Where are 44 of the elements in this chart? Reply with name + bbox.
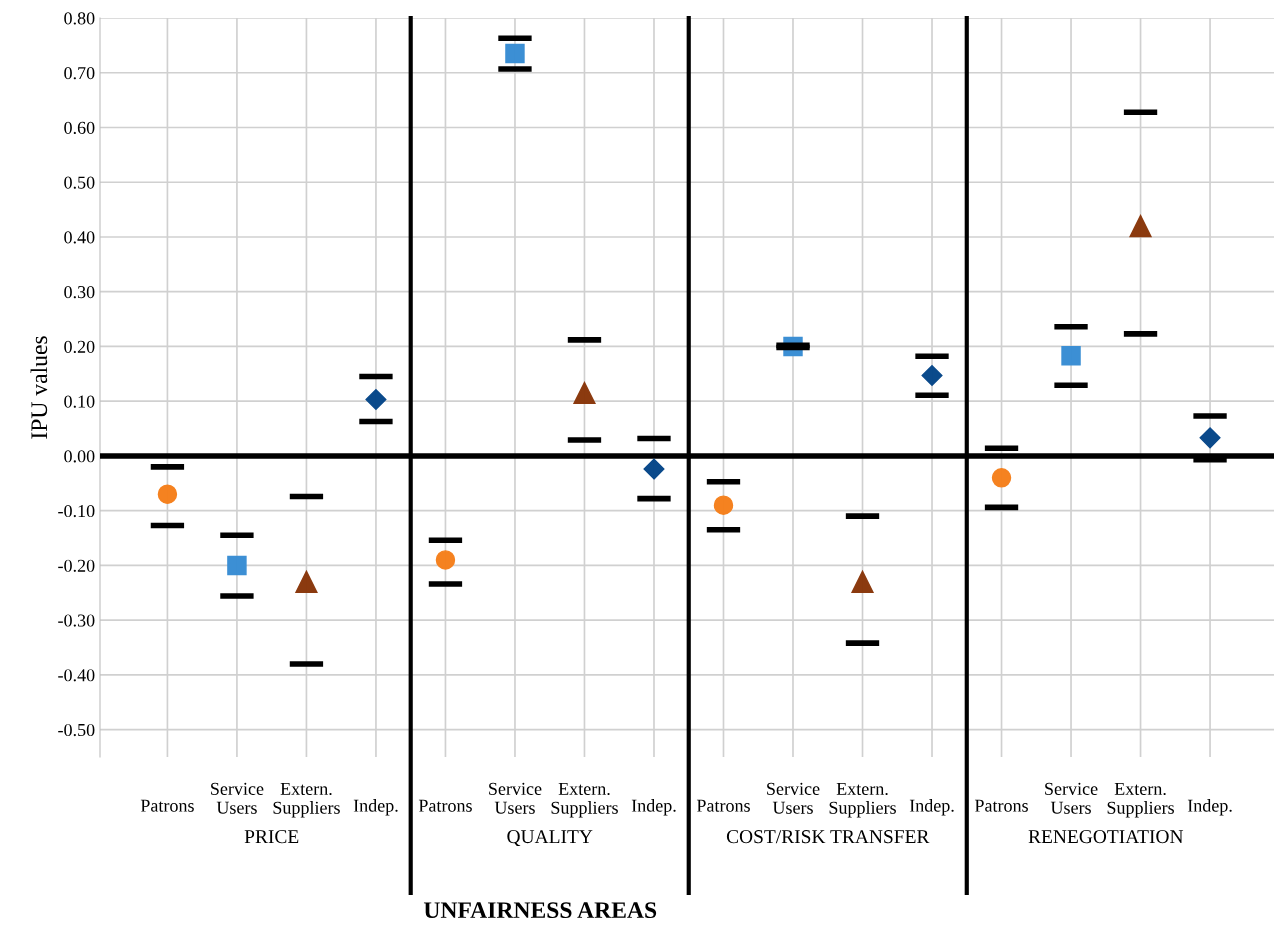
y-tick-label: 0.10 <box>64 395 95 408</box>
point <box>991 468 1012 488</box>
x-tick-label: Service Users <box>211 782 264 814</box>
y-tick-label: 0.40 <box>64 231 95 244</box>
point <box>851 570 874 593</box>
x-tick-label: Indep. <box>353 799 398 816</box>
y-tick-label: 0.80 <box>64 12 95 25</box>
x-tick-label: Indep. <box>631 799 676 816</box>
point <box>573 381 596 405</box>
x-tick-label: Indep. <box>909 799 954 816</box>
point <box>295 570 318 593</box>
x-tick-label: Indep. <box>1187 799 1232 816</box>
text: QUALITY <box>507 830 593 847</box>
point <box>157 484 178 504</box>
x-axis-title: UNFAIRNESS AREAS <box>423 902 657 919</box>
y-tick-label: 0.50 <box>64 176 95 189</box>
x-tick-label: Extern. Suppliers <box>551 782 618 818</box>
y-tick-label: -0.40 <box>58 669 95 682</box>
y-tick-label: 0.20 <box>64 340 95 353</box>
y-tick-label: 0.00 <box>64 450 95 463</box>
x-tick-label: Extern. Suppliers <box>1107 782 1174 818</box>
y-tick-label: -0.50 <box>58 723 95 737</box>
x-tick-label: Extern. Suppliers <box>829 782 896 818</box>
x-tick-label: Patrons <box>974 799 1028 812</box>
x-tick-label: Service Users <box>767 782 820 814</box>
y-tick-label: -0.10 <box>58 504 95 518</box>
y-tick-label: 0.70 <box>64 67 95 80</box>
y-tick-label: 0.30 <box>64 285 95 299</box>
y-tick-label: -0.20 <box>58 559 95 572</box>
x-tick-label: Extern. Suppliers <box>273 782 340 818</box>
point <box>713 495 734 515</box>
x-tick-label: Patrons <box>418 799 472 812</box>
text: RENEGOTIATION <box>1028 830 1184 844</box>
y-tick-label: 0.60 <box>64 121 95 134</box>
x-tick-label: Patrons <box>140 799 194 812</box>
text: PRICE <box>244 830 299 844</box>
x-tick-label: Service Users <box>489 782 542 814</box>
x-tick-label: Patrons <box>696 799 750 812</box>
point <box>435 550 456 570</box>
point <box>1129 214 1152 238</box>
x-tick-label: Service Users <box>1045 782 1098 814</box>
text: COST/RISK TRANSFER <box>726 830 930 844</box>
y-tick-label: -0.30 <box>58 614 95 627</box>
y-axis-title: IPU values <box>30 336 48 439</box>
